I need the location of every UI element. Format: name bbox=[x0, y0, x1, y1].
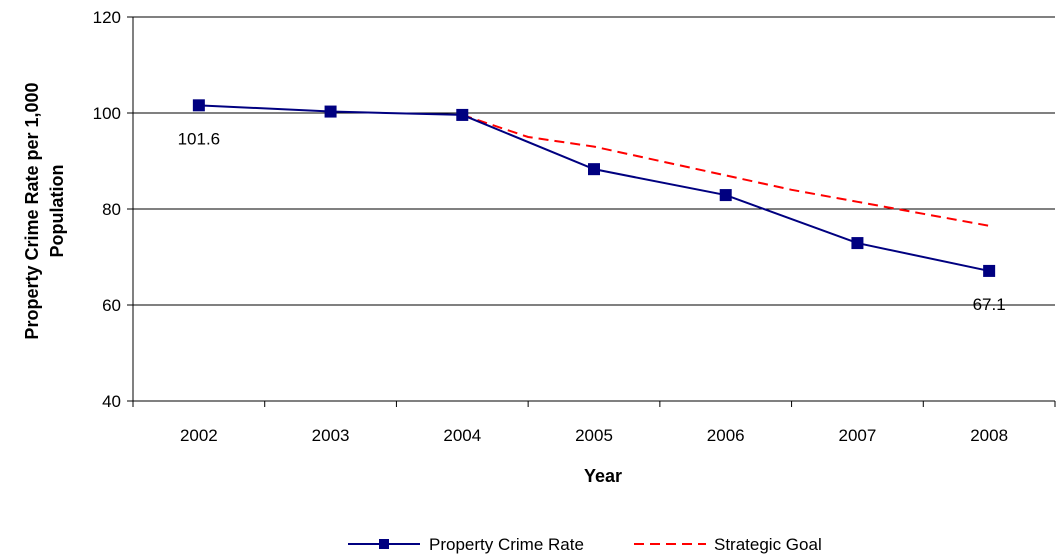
legend: Property Crime Rate Strategic Goal bbox=[348, 535, 822, 554]
data-label-2008: 67.1 bbox=[973, 295, 1006, 314]
gridlines bbox=[133, 16, 1055, 306]
data-point-2006 bbox=[719, 189, 732, 202]
data-point-2004 bbox=[456, 108, 469, 121]
data-point-2005 bbox=[588, 163, 600, 176]
y-tick-label-60: 60 bbox=[102, 296, 121, 315]
y-tick-label-120: 120 bbox=[93, 8, 121, 27]
y-tick-label-40: 40 bbox=[102, 392, 121, 411]
data-point-2002 bbox=[192, 99, 205, 112]
x-tick-label-2003: 2003 bbox=[312, 426, 350, 445]
y-axis-ticks: 40 60 80 100 120 bbox=[93, 8, 133, 411]
data-point-2007 bbox=[851, 237, 864, 250]
x-tick-label-2006: 2006 bbox=[707, 426, 745, 445]
x-tick-label-2004: 2004 bbox=[443, 426, 481, 445]
legend-marker-property-crime-rate bbox=[379, 539, 389, 549]
y-axis-title-line-1: Property Crime Rate per 1,000 bbox=[22, 82, 42, 339]
x-tick-label-2008: 2008 bbox=[970, 426, 1008, 445]
data-label-2002: 101.6 bbox=[178, 129, 221, 148]
series-line-strategic-goal bbox=[461, 113, 990, 227]
legend-label-strategic-goal: Strategic Goal bbox=[714, 535, 822, 554]
x-axis-title: Year bbox=[584, 466, 622, 486]
legend-item-property-crime-rate: Property Crime Rate bbox=[348, 535, 584, 554]
x-tick-label-2005: 2005 bbox=[575, 426, 613, 445]
x-tick-label-2007: 2007 bbox=[839, 426, 877, 445]
series-layer bbox=[192, 99, 996, 277]
series-line-property-crime-rate bbox=[198, 104, 990, 272]
x-axis-ticks: 2002 2003 2004 2005 2006 2007 2008 bbox=[132, 401, 1056, 445]
data-labels: 101.6 67.1 bbox=[178, 129, 1006, 314]
data-point-2008 bbox=[983, 264, 996, 277]
legend-label-property-crime-rate: Property Crime Rate bbox=[429, 535, 584, 554]
y-axis-title: Property Crime Rate per 1,000 Population bbox=[22, 82, 67, 339]
y-tick-label-80: 80 bbox=[102, 200, 121, 219]
legend-item-strategic-goal: Strategic Goal bbox=[634, 535, 822, 554]
y-tick-label-100: 100 bbox=[93, 104, 121, 123]
x-tick-label-2002: 2002 bbox=[180, 426, 218, 445]
y-axis-title-line-2: Population bbox=[47, 165, 67, 258]
data-point-2003 bbox=[324, 105, 337, 118]
